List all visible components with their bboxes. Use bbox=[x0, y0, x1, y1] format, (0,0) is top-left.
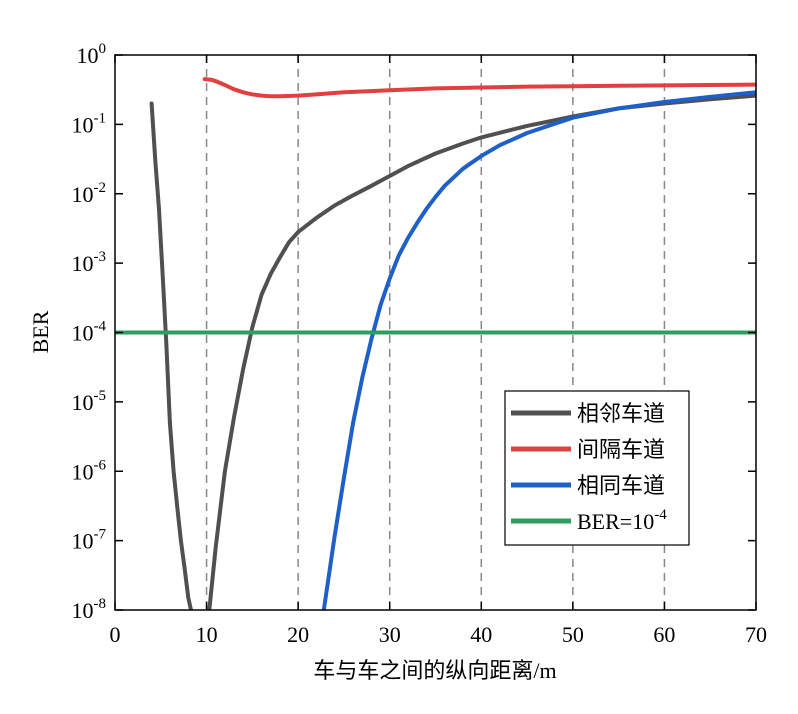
y-tick-label: 100 bbox=[77, 41, 107, 68]
legend-label: 相邻车道 bbox=[577, 401, 665, 426]
y-tick-label: 10-6 bbox=[72, 457, 107, 484]
x-tick-label: 10 bbox=[196, 622, 218, 647]
y-tick-label: 10-1 bbox=[72, 110, 107, 137]
y-tick-label: 10-7 bbox=[72, 527, 107, 554]
y-tick-label: 10-4 bbox=[72, 319, 107, 346]
y-tick-label: 10-2 bbox=[72, 180, 107, 207]
y-tick-label: 10-5 bbox=[72, 388, 107, 415]
legend-label: 相同车道 bbox=[577, 473, 665, 498]
x-tick-label: 30 bbox=[379, 622, 401, 647]
x-tick-label: 70 bbox=[745, 622, 767, 647]
legend-label: BER=10-4 bbox=[577, 507, 667, 534]
axis-ticks: 0 10 20 30 40 50 60 70 100 10-1 10-2 10-3 10-4 10-5 10… bbox=[72, 41, 768, 647]
series-line-0 bbox=[149, 101, 193, 610]
y-tick-label: 10-3 bbox=[72, 249, 107, 276]
series-line-3 bbox=[321, 90, 756, 610]
x-tick-label: 40 bbox=[470, 622, 492, 647]
y-axis-label: BER bbox=[28, 310, 53, 353]
x-tick-label: 0 bbox=[110, 622, 121, 647]
series-line-1 bbox=[207, 93, 756, 610]
x-tick-label: 50 bbox=[562, 622, 584, 647]
y-tick-label: 10-8 bbox=[72, 596, 107, 623]
x-axis-label: 车与车之间的纵向距离/m bbox=[313, 658, 556, 683]
legend-label: 间隔车道 bbox=[577, 437, 665, 462]
series-lines bbox=[115, 77, 756, 610]
series-line-2 bbox=[202, 77, 756, 99]
x-tick-label: 60 bbox=[653, 622, 675, 647]
x-tick-label: 20 bbox=[287, 622, 309, 647]
